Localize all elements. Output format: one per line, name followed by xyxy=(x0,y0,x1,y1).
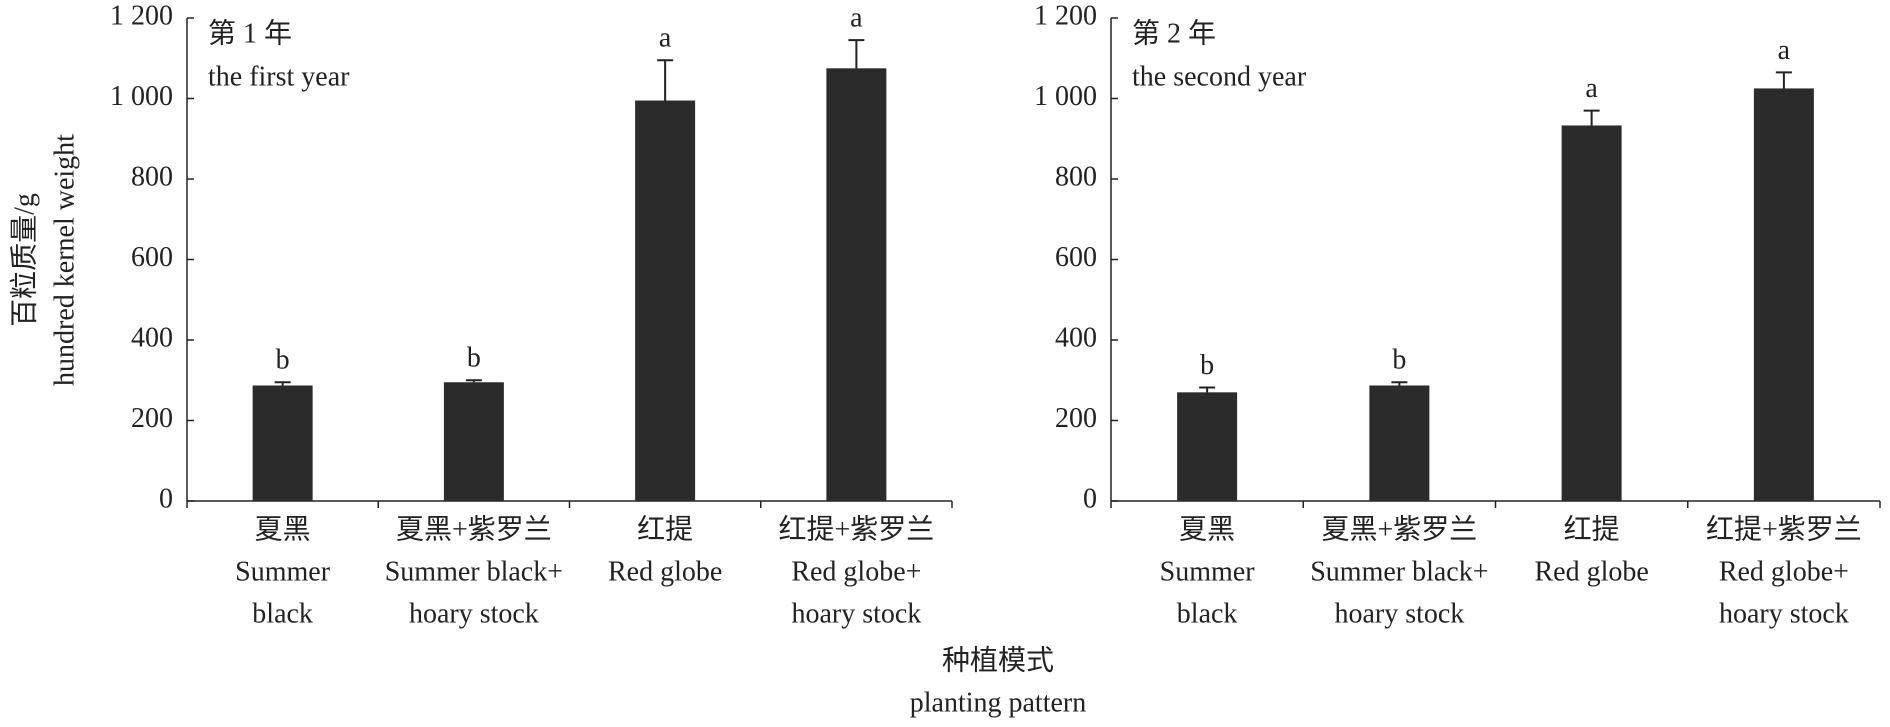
y-tick-label: 600 xyxy=(1055,242,1097,273)
y-tick-label: 400 xyxy=(1055,322,1097,353)
x-tick-label: hoary stock xyxy=(791,598,921,629)
x-tick-label: 夏黑 xyxy=(1179,514,1235,545)
y-tick-label: 200 xyxy=(131,403,173,434)
x-tick-label: 红提 xyxy=(637,513,693,545)
bar xyxy=(635,100,696,501)
x-tick-label: Red globe+ xyxy=(1719,556,1849,587)
y-tick-label: 1 000 xyxy=(1034,81,1097,112)
x-axis-label: 种植模式 xyxy=(942,644,1054,676)
error-bar xyxy=(1583,109,1600,126)
y-tick-label: 800 xyxy=(1055,161,1097,192)
x-tick-label: Summer xyxy=(235,556,331,587)
x-axis-label: planting pattern xyxy=(910,687,1087,718)
panel-label: the second year xyxy=(1132,61,1307,92)
significance-letter: a xyxy=(1778,35,1791,66)
x-tick-label: Red globe xyxy=(608,556,722,587)
panel-label: 第 2 年 xyxy=(1132,17,1216,49)
panel-label: the first year xyxy=(208,61,350,92)
significance-letter: a xyxy=(1585,73,1598,104)
y-tick-label: 0 xyxy=(1083,483,1097,514)
y-tick-label: 1 000 xyxy=(110,81,173,112)
bar xyxy=(1561,125,1622,501)
error-bar xyxy=(848,39,865,69)
error-bar xyxy=(465,379,482,383)
x-tick-label: Red globe xyxy=(1534,556,1648,587)
significance-letter: b xyxy=(1200,350,1214,381)
error-bar xyxy=(1391,381,1408,386)
bar xyxy=(826,68,887,501)
significance-letter: b xyxy=(1392,345,1406,376)
panel-label: 第 1 年 xyxy=(208,17,292,49)
x-tick-label: hoary stock xyxy=(409,598,539,629)
error-bar xyxy=(1199,386,1216,393)
x-tick-label: Summer xyxy=(1160,556,1256,587)
x-tick-label: Summer black+ xyxy=(1310,556,1488,587)
x-tick-label: Red globe+ xyxy=(791,556,921,587)
significance-letter: a xyxy=(850,3,863,34)
x-tick-label: hoary stock xyxy=(1719,598,1849,629)
bar xyxy=(252,385,313,501)
bar xyxy=(1177,392,1238,501)
y-tick-label: 600 xyxy=(131,242,173,273)
y-tick-label: 1 200 xyxy=(110,0,173,31)
y-tick-label: 1 200 xyxy=(1034,0,1097,31)
y-tick-label: 200 xyxy=(1055,403,1097,434)
y-tick-label: 0 xyxy=(159,483,173,514)
significance-letter: a xyxy=(659,23,672,54)
y-axis-label: hundred kernel weight xyxy=(49,134,80,386)
bar xyxy=(1753,88,1814,501)
x-tick-label: 夏黑+紫罗兰 xyxy=(1321,513,1477,545)
error-bar xyxy=(657,59,674,101)
x-tick-label: black xyxy=(252,598,313,629)
x-tick-label: 红提 xyxy=(1564,513,1620,545)
bar xyxy=(1369,385,1430,501)
x-tick-label: Summer black+ xyxy=(385,556,563,587)
x-tick-label: 红提+紫罗兰 xyxy=(778,513,934,545)
significance-letter: b xyxy=(467,343,481,374)
x-tick-label: black xyxy=(1177,598,1238,629)
y-tick-label: 400 xyxy=(131,322,173,353)
y-axis-label: 百粒质量/g xyxy=(8,193,40,327)
error-bar xyxy=(1775,71,1792,89)
error-bar xyxy=(274,381,291,386)
bar xyxy=(443,382,504,501)
x-tick-label: 红提+紫罗兰 xyxy=(1706,513,1862,545)
significance-letter: b xyxy=(276,345,290,376)
x-tick-label: 夏黑 xyxy=(255,514,311,545)
x-tick-label: 夏黑+紫罗兰 xyxy=(396,513,552,545)
y-tick-label: 800 xyxy=(131,161,173,192)
x-tick-label: hoary stock xyxy=(1334,598,1464,629)
